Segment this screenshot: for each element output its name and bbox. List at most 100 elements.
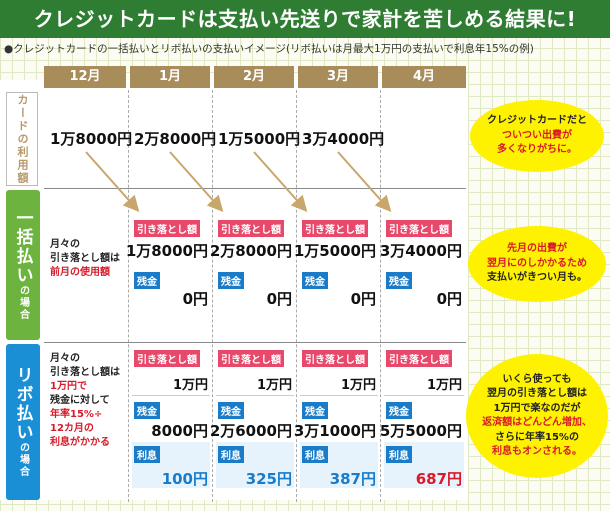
row-label-usage-text: カードの利用額 [16, 93, 29, 185]
arrow-feb-mar [253, 151, 308, 212]
bubble-line: 翌月の引き落とし額は [486, 388, 587, 399]
debit-tag: 引き落とし額 [218, 350, 284, 367]
row-divider [132, 395, 210, 396]
bubble-line: 支払いがきつい月も。 [487, 272, 587, 284]
revo-debit-amount: 1万円 [256, 378, 292, 393]
bubble-usage: クレジットカードだと ついつい出費が 多くなりがちに。 [470, 100, 604, 172]
lump-debit-amount: 2万8000円 [209, 242, 292, 260]
revo-note-line: 利息がかかる [50, 436, 120, 450]
revo-debit-amount: 1万円 [340, 378, 376, 393]
row-label-lump-main: 一括払い [12, 209, 33, 285]
revo-note-line: 12カ月の [50, 423, 94, 434]
debit-tag: 引き落とし額 [386, 220, 452, 237]
bubble-line: 多くなりがちに。 [497, 144, 577, 156]
debit-tag: 引き落とし額 [218, 220, 284, 237]
debit-tag: 引き落とし額 [134, 220, 200, 237]
revo-note-line: 月々の [50, 353, 80, 364]
subtitle: ●クレジットカードの一括払いとリボ払いの支払いイメージ(リボ払いは月最大1万円の… [4, 43, 534, 55]
revo-note-line: 年率15%÷ [50, 409, 103, 420]
lump-balance-amount: 0円 [350, 290, 376, 308]
month-header-dec: 12月 [44, 66, 126, 88]
bubble-line: ついつい出費が [502, 129, 572, 141]
lump-note: 月々の 引き落とし額は 前月の使用額 [50, 238, 120, 280]
bubble-line: クレジットカードだと [487, 115, 587, 127]
bubble-lump: 先月の出費が 翌月にのしかかるため 支払いがきつい月も。 [468, 226, 606, 302]
bubble-line: 1万円で楽なのだが [493, 402, 581, 414]
row-label-revo-sub: の場合 [17, 442, 29, 478]
debit-tag: 引き落とし額 [302, 350, 368, 367]
arrow-jan-feb [169, 151, 224, 212]
usage-amount: 1万8000円 [50, 130, 133, 148]
flow-arrows [85, 151, 392, 212]
lump-balance-amount: 0円 [436, 290, 462, 308]
lump-balance-amount: 0円 [266, 290, 292, 308]
balance-tag: 残金 [386, 272, 412, 289]
arrow-mar-apr [337, 151, 392, 212]
revo-balance-amount: 3万1000円 [293, 422, 376, 440]
col-divider [212, 90, 213, 502]
lump-cell-feb: 引き落とし額 2万8000円 残金 0円 [210, 220, 294, 336]
row-divider [300, 395, 378, 396]
balance-tag: 残金 [218, 402, 244, 419]
lump-note-line: 月々の [50, 239, 80, 250]
lump-cell-mar: 引き落とし額 1万5000円 残金 0円 [294, 220, 378, 336]
row-label-usage: カードの利用額 [6, 92, 38, 186]
interest-tag: 利息 [218, 446, 244, 463]
revo-interest-amount: 100円 [161, 470, 208, 488]
lump-debit-amount: 1万8000円 [125, 242, 208, 260]
page-title: クレジットカードは支払い先送りで家計を苦しめる結果に! [33, 7, 577, 31]
bubble-line: 先月の出費が [507, 243, 567, 255]
row-divider [384, 395, 464, 396]
revo-cell-mar: 引き落とし額 1万円 残金 3万1000円 利息 387円 [294, 350, 378, 496]
revo-cell-apr: 引き落とし額 1万円 残金 5万5000円 利息 687円 [380, 350, 464, 496]
title-bar [0, 0, 610, 38]
balance-tag: 残金 [302, 272, 328, 289]
bubble-line: 利息もオンされる。 [491, 446, 582, 457]
lump-cell-apr: 引き落とし額 3万4000円 残金 0円 [380, 220, 464, 336]
interest-tag: 利息 [134, 446, 160, 463]
debit-tag: 引き落とし額 [302, 220, 368, 237]
revo-note: 月々の 引き落とし額は 1万円で 残金に対して 年率15%÷ 12カ月の 利息が… [50, 352, 120, 450]
revo-note-line: 利息がかかる [50, 437, 110, 448]
revo-interest-amount: 325円 [245, 470, 292, 488]
lump-note-line: 引き落とし額は [50, 253, 120, 264]
revo-debit-amount: 1万円 [172, 378, 208, 393]
bubble-line: 返済額はどんどん増加、 [482, 417, 592, 428]
revo-cell-jan: 引き落とし額 1万円 残金 8000円 利息 100円 [132, 350, 210, 496]
col-divider [380, 90, 381, 502]
lump-balance-amount: 0円 [182, 290, 208, 308]
revo-note-line: 残金に対して [50, 395, 110, 406]
balance-tag: 残金 [386, 402, 412, 419]
interest-tag: 利息 [302, 446, 328, 463]
usage-amount: 3万4000円 [302, 130, 385, 148]
row-divider [216, 395, 294, 396]
lump-note-line: 前月の使用額 [50, 267, 110, 278]
bubble-line: いくら使っても [502, 373, 572, 385]
table-area [0, 80, 468, 500]
revo-balance-amount: 5万5000円 [379, 422, 462, 440]
bubble-revo: いくら使っても 翌月の引き落とし額は 1万円で楽なのだが 返済額はどんどん増加、… [466, 354, 608, 478]
balance-tag: 残金 [134, 272, 160, 289]
interest-tag: 利息 [386, 446, 412, 463]
arrow-dec-jan [85, 151, 140, 212]
row-label-lump-sub: の場合 [17, 285, 29, 321]
revo-interest-amount: 387円 [329, 470, 376, 488]
usage-amount: 2万8000円 [134, 130, 217, 148]
revo-balance-amount: 8000円 [151, 422, 208, 440]
revo-interest-amount: 687円 [415, 470, 462, 488]
row-label-revo: リボ払い の場合 [6, 344, 40, 500]
balance-tag: 残金 [218, 272, 244, 289]
bubble-line: 翌月にのしかかるため [487, 257, 587, 269]
revo-debit-amount: 1万円 [426, 378, 462, 393]
debit-tag: 引き落とし額 [386, 350, 452, 367]
usage-amount: 1万5000円 [218, 130, 301, 148]
row-divider [44, 342, 466, 343]
month-header-apr: 4月 [382, 66, 466, 88]
debit-tag: 引き落とし額 [134, 350, 200, 367]
bubble-line: さらに年率15%の [495, 431, 579, 443]
col-divider [128, 90, 129, 502]
month-header-feb: 2月 [214, 66, 294, 88]
lump-debit-amount: 3万4000円 [379, 242, 462, 260]
revo-note-line: 引き落とし額は [50, 367, 120, 378]
row-label-revo-main: リボ払い [12, 366, 33, 442]
